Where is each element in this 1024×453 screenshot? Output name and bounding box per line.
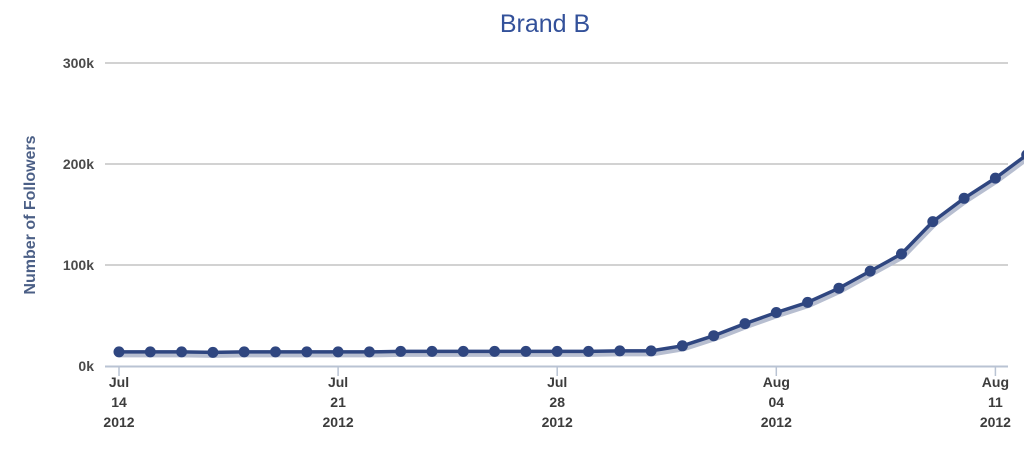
- x-tick-label: 28: [549, 394, 565, 410]
- x-tick-label: 2012: [761, 414, 792, 430]
- data-point: [676, 340, 688, 352]
- data-point: [176, 346, 188, 358]
- data-point: [708, 330, 720, 342]
- data-point: [1021, 150, 1024, 160]
- data-point: [113, 346, 125, 358]
- x-tick-label: 2012: [542, 414, 573, 430]
- x-tick-label: 11: [988, 394, 1003, 410]
- x-tick-label: 2012: [323, 414, 354, 430]
- x-tick-label: 04: [769, 394, 785, 410]
- data-point: [583, 345, 594, 357]
- data-point: [301, 346, 313, 358]
- y-tick-label: 200k: [63, 156, 94, 172]
- y-tick-label: 300k: [63, 55, 94, 71]
- data-point: [989, 172, 1001, 184]
- data-point: [332, 346, 344, 358]
- x-tick-label: 2012: [980, 414, 1011, 430]
- data-point: [958, 192, 970, 204]
- data-point: [864, 265, 876, 277]
- data-point: [927, 216, 939, 228]
- data-point: [395, 345, 407, 357]
- data-point: [802, 296, 814, 308]
- x-tick-label: 2012: [103, 414, 134, 430]
- x-tick-label: Aug: [763, 374, 790, 390]
- data-point: [489, 345, 501, 357]
- data-point: [770, 307, 782, 318]
- y-tick-label: 0k: [78, 358, 94, 374]
- series-line-shadow: [116, 155, 1024, 358]
- x-tick-label: 14: [111, 394, 127, 410]
- data-point: [739, 318, 751, 330]
- data-point: [645, 345, 657, 357]
- x-tick-label: Jul: [328, 374, 348, 390]
- data-point: [551, 345, 563, 357]
- data-point: [896, 248, 907, 260]
- data-point: [270, 346, 281, 358]
- data-point: [457, 345, 469, 357]
- data-point: [833, 282, 845, 294]
- data-point: [144, 346, 156, 358]
- x-tick-label: Aug: [982, 374, 1009, 390]
- data-point: [207, 346, 219, 358]
- data-point: [426, 345, 438, 357]
- chart-title: Brand B: [499, 10, 591, 38]
- x-tick-label: Jul: [547, 374, 567, 390]
- series-line: [117, 154, 1024, 355]
- x-tick-label: 21: [330, 394, 346, 410]
- y-tick-label: 100k: [63, 257, 94, 273]
- data-point: [363, 346, 375, 358]
- data-point: [614, 345, 626, 357]
- x-tick-label: Jul: [109, 374, 129, 390]
- data-point: [520, 345, 532, 357]
- data-point: [238, 346, 250, 358]
